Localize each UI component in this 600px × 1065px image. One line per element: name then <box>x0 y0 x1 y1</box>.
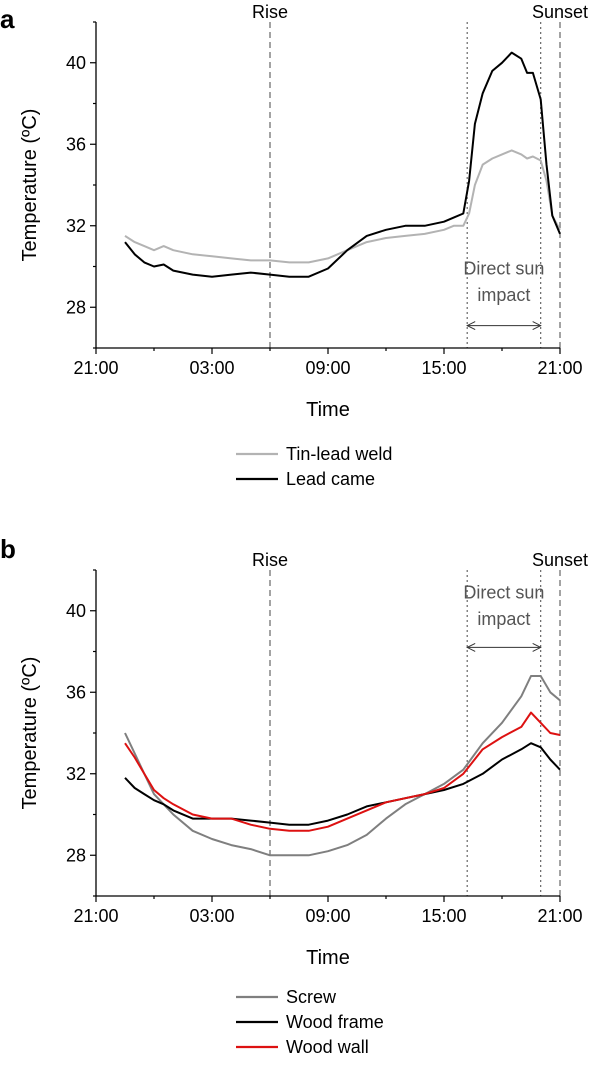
series-line-lead-came <box>124 51 561 278</box>
series-line-screw <box>124 675 561 857</box>
legend-label: Wood frame <box>286 1012 384 1032</box>
chart-panel-a: a Rise Sunset 28 32 36 40 21:00 03:00 09:00 15:00 2… <box>0 2 588 489</box>
x-tick-label: 03:00 <box>189 358 234 378</box>
annotation-label-line1: Direct sun <box>463 259 544 279</box>
annotation-arrowhead-left <box>466 642 476 652</box>
annotation-arrowhead-right <box>532 642 542 652</box>
x-tick-label: 21:00 <box>537 906 582 926</box>
marker-label-sunset: Sunset <box>532 2 588 22</box>
y-tick-label: 36 <box>66 134 86 154</box>
x-tick-label: 21:00 <box>537 358 582 378</box>
x-axis-title: Time <box>306 947 350 969</box>
x-tick-label: 15:00 <box>421 906 466 926</box>
annotation-label-line2: impact <box>477 285 530 305</box>
y-tick-label: 28 <box>66 845 86 865</box>
y-tick-label: 28 <box>66 297 86 317</box>
x-tick-label: 09:00 <box>305 358 350 378</box>
x-tick-label: 09:00 <box>305 906 350 926</box>
marker-label-rise: Rise <box>252 2 288 22</box>
x-tick-label: 21:00 <box>73 358 118 378</box>
y-tick-label: 40 <box>66 601 86 621</box>
panel-letter: b <box>0 534 16 564</box>
x-tick-label: 03:00 <box>189 906 234 926</box>
y-tick-label: 32 <box>66 216 86 236</box>
legend-label: Wood wall <box>286 1037 369 1057</box>
marker-label-sunset: Sunset <box>532 550 588 570</box>
marker-label-rise: Rise <box>252 550 288 570</box>
annotation-label-line2: impact <box>477 609 530 629</box>
legend-label: Lead came <box>286 469 375 489</box>
legend: Screw Wood frame Wood wall <box>236 987 384 1057</box>
x-tick-label: 21:00 <box>73 906 118 926</box>
series-line-wood-frame <box>124 742 561 826</box>
annotation-arrowhead-right <box>532 321 542 331</box>
legend-label: Tin-lead weld <box>286 444 392 464</box>
annotation-label-line1: Direct sun <box>463 583 544 603</box>
series-line-tin-lead-weld <box>124 149 561 264</box>
x-axis-title: Time <box>306 399 350 421</box>
y-tick-label: 32 <box>66 764 86 784</box>
y-tick-label: 36 <box>66 682 86 702</box>
legend-label: Screw <box>286 987 337 1007</box>
annotation-arrowhead-left <box>466 321 476 331</box>
legend: Tin-lead weld Lead came <box>236 444 392 489</box>
series-line-wood-wall <box>124 711 561 832</box>
y-axis-title: Temperature (ºC) <box>19 109 41 262</box>
y-tick-label: 40 <box>66 53 86 73</box>
y-axis-title: Temperature (ºC) <box>19 657 41 810</box>
panel-letter: a <box>0 4 15 34</box>
chart-panel-b: b Rise Sunset 28 32 36 40 21:00 03:00 09:00 15:00 2… <box>0 534 588 1057</box>
x-tick-label: 15:00 <box>421 358 466 378</box>
